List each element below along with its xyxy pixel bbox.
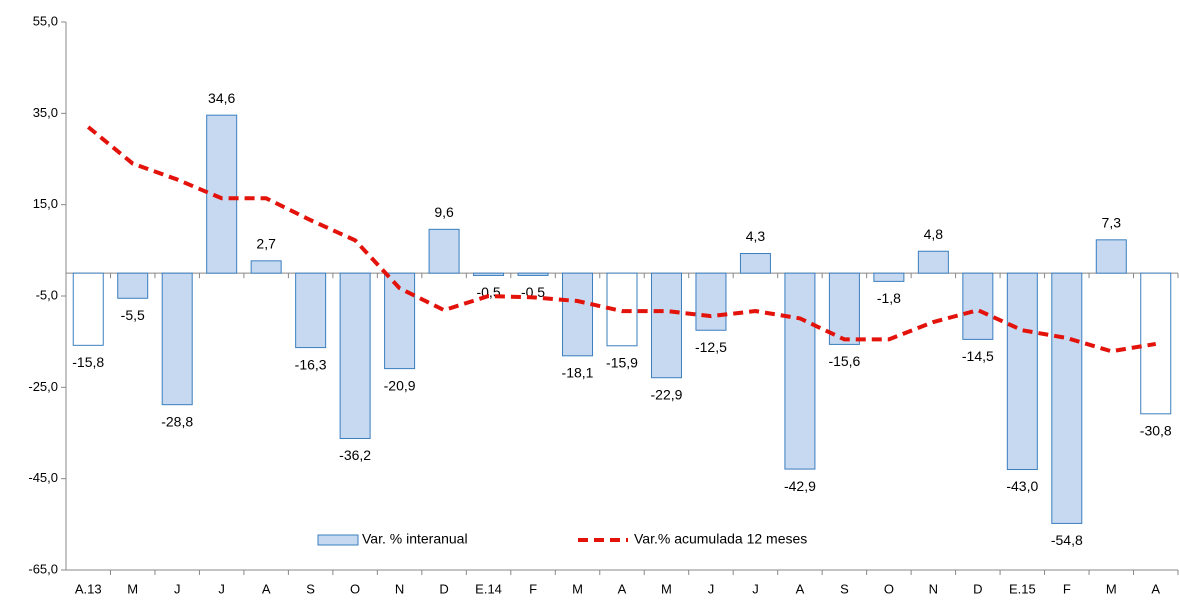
x-tick-label: J <box>174 581 181 596</box>
y-tick-label: -25,0 <box>28 379 58 394</box>
data-label: 4,8 <box>924 226 944 242</box>
bar <box>339 272 371 439</box>
data-label: -12,5 <box>695 339 727 355</box>
legend-label: Var. % interanual <box>362 531 468 547</box>
x-tick-label: O <box>884 581 894 596</box>
data-label: -15,8 <box>72 354 104 370</box>
y-tick-label: 15,0 <box>33 196 58 211</box>
data-label: -18,1 <box>562 365 594 381</box>
data-label: 9,6 <box>434 204 454 220</box>
bar <box>117 272 149 299</box>
data-label: -43,0 <box>1006 478 1038 494</box>
y-tick-label: -5,0 <box>36 287 58 302</box>
x-tick-label: O <box>350 581 360 596</box>
data-label: -54,8 <box>1051 532 1083 548</box>
bar <box>739 253 771 274</box>
data-label: 34,6 <box>208 90 235 106</box>
bar <box>72 272 104 346</box>
data-label: -15,9 <box>606 354 638 370</box>
x-tick-label: M <box>1106 581 1117 596</box>
data-label: -16,3 <box>295 356 327 372</box>
bar <box>650 272 682 379</box>
x-tick-label: M <box>572 581 583 596</box>
data-label: -1,8 <box>877 290 901 306</box>
line <box>86 125 1157 354</box>
data-label: 2,7 <box>256 236 276 252</box>
x-tick-label: A.13 <box>75 581 102 596</box>
y-tick-label: -65,0 <box>28 561 58 576</box>
data-label: -30,8 <box>1140 423 1172 439</box>
bar <box>517 272 549 276</box>
x-tick-label: A <box>618 581 627 596</box>
y-tick-label: 55,0 <box>33 13 58 28</box>
x-tick-label: S <box>306 581 315 596</box>
x-tick-label: F <box>1063 581 1071 596</box>
x-tick-label: F <box>529 581 537 596</box>
bar <box>250 260 282 274</box>
data-label: -14,5 <box>962 348 994 364</box>
x-tick-label: A <box>1151 581 1160 596</box>
y-tick-label: 35,0 <box>33 105 58 120</box>
bar <box>206 114 238 274</box>
data-label: 7,3 <box>1102 215 1122 231</box>
x-tick-label: A <box>262 581 271 596</box>
bar <box>473 272 505 276</box>
bar <box>917 250 949 274</box>
x-tick-label: J <box>218 581 225 596</box>
bar <box>161 272 193 406</box>
x-tick-label: D <box>439 581 448 596</box>
x-tick-label: E.15 <box>1009 581 1036 596</box>
x-tick-label: M <box>661 581 672 596</box>
bar <box>562 272 594 357</box>
bar <box>784 272 816 470</box>
x-tick-label: D <box>973 581 982 596</box>
data-label: -20,9 <box>384 377 416 393</box>
x-tick-label: M <box>127 581 138 596</box>
bar <box>1140 272 1172 415</box>
legend-label: Var.% acumulada 12 meses <box>634 531 807 547</box>
data-label: -15,6 <box>828 353 860 369</box>
x-tick-label: A <box>796 581 805 596</box>
y-tick-label: -45,0 <box>28 470 58 485</box>
bar <box>1095 239 1127 274</box>
data-label: -5,5 <box>121 307 145 323</box>
bar <box>1051 272 1083 524</box>
data-label: -22,9 <box>651 386 683 402</box>
legend-swatch <box>317 534 359 546</box>
bar <box>295 272 327 349</box>
x-tick-label: J <box>708 581 715 596</box>
bar <box>962 272 994 340</box>
bar <box>1006 272 1038 471</box>
bar <box>428 228 460 274</box>
data-label: -42,9 <box>784 478 816 494</box>
x-tick-label: J <box>752 581 759 596</box>
x-tick-label: N <box>929 581 938 596</box>
x-tick-label: E.14 <box>475 581 502 596</box>
x-tick-label: S <box>840 581 849 596</box>
data-label: -28,8 <box>161 413 193 429</box>
bar <box>873 272 905 282</box>
data-label: -36,2 <box>339 447 371 463</box>
x-tick-label: N <box>395 581 404 596</box>
data-label: 4,3 <box>746 228 766 244</box>
bar <box>695 272 727 331</box>
